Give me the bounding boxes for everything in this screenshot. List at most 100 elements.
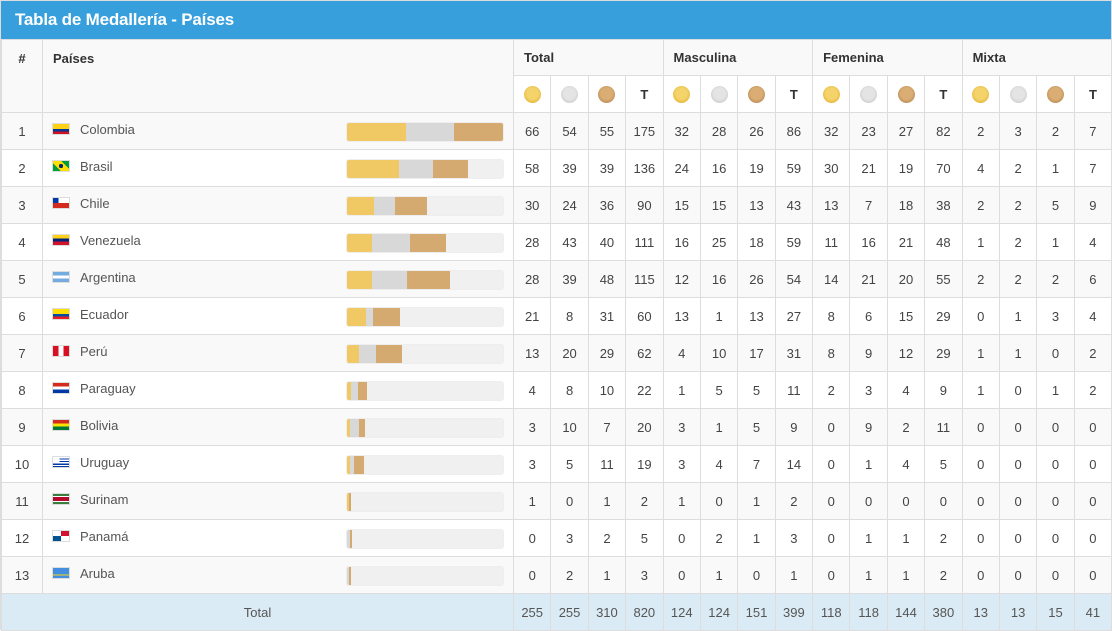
rank-cell: 7 <box>1 334 43 372</box>
femenina-gold-cell: 0 <box>812 445 851 483</box>
mixta-silver-cell: 3 <box>998 112 1038 150</box>
mixta-bronze-cell: 5 <box>1036 186 1075 224</box>
country-cell: Perú <box>42 334 514 372</box>
femenina-silver-cell: 9 <box>849 408 888 446</box>
bar-segment-silver <box>350 381 358 400</box>
bronze-medal-icon <box>1047 85 1065 103</box>
table-row[interactable]: 6 Ecuador 21 8 31 60 13 1 13 27 8 6 15 29 0 1 3 4 <box>1 297 1112 335</box>
table-row[interactable]: 8 Paraguay 4 8 10 22 1 5 5 11 2 3 4 9 1 0 1 2 <box>1 371 1112 409</box>
medal-distribution-bar <box>346 528 504 549</box>
rank-cell: 13 <box>1 556 43 594</box>
mixta-total-cell: 2 <box>1073 334 1112 372</box>
medal-distribution-bar <box>346 380 504 401</box>
total-total-cell: 90 <box>625 186 664 224</box>
table-row[interactable]: 5 Argentina 28 39 48 115 12 16 26 54 14 21 20 55 2 2 2 6 <box>1 260 1112 298</box>
masculina-total-cell: 9 <box>774 408 814 446</box>
header-total-gold <box>512 75 552 113</box>
country-name[interactable]: Argentina <box>80 269 136 285</box>
flag-brasil-icon <box>52 160 70 173</box>
table-row[interactable]: 12 Panamá 0 3 2 5 0 2 1 3 0 1 1 2 0 0 0 0 <box>1 519 1112 557</box>
country-name[interactable]: Brasil <box>80 158 113 174</box>
country-name[interactable]: Uruguay <box>80 454 130 470</box>
masculina-silver-cell: 16 <box>699 149 739 187</box>
femenina-bronze-cell: 18 <box>886 186 926 224</box>
table-row[interactable]: 3 Chile 30 24 36 90 15 15 13 43 13 7 18 38 2 2 5 9 <box>1 186 1112 224</box>
country-cell: Aruba <box>42 556 514 594</box>
flag-paraguay-icon <box>52 382 70 395</box>
footer-femenina-silver: 118 <box>849 593 888 631</box>
table-row[interactable]: 2 Brasil 58 39 39 136 24 16 19 59 30 21 19 70 4 2 1 7 <box>1 149 1112 187</box>
medal-distribution-bar <box>346 454 504 475</box>
flag-argentina-icon <box>52 271 70 284</box>
country-name[interactable]: Chile <box>80 195 110 211</box>
country-name[interactable]: Paraguay <box>80 380 136 396</box>
header-femenina-gold <box>812 75 851 113</box>
bar-segment-gold <box>347 122 406 141</box>
rank-cell: 5 <box>1 260 43 298</box>
mixta-bronze-cell: 0 <box>1036 482 1075 520</box>
mixta-gold-cell: 0 <box>961 297 1000 335</box>
total-bronze-cell: 1 <box>587 556 627 594</box>
total-bronze-cell: 2 <box>587 519 627 557</box>
bar-segment-bronze <box>349 566 351 585</box>
table-row[interactable]: 11 Surinam 1 0 1 2 1 0 1 2 0 0 0 0 0 0 0 0 <box>1 482 1112 520</box>
header-mixta-gold <box>961 75 1000 113</box>
header-rank: # <box>1 39 43 113</box>
table-row[interactable]: 4 Venezuela 28 43 40 111 16 25 18 59 11 16 21 48 1 2 1 4 <box>1 223 1112 261</box>
femenina-bronze-cell: 4 <box>886 371 926 409</box>
bar-segment-bronze <box>376 344 403 363</box>
mixta-gold-cell: 2 <box>961 260 1000 298</box>
country-cell: Paraguay <box>42 371 514 409</box>
rank-cell: 4 <box>1 223 43 261</box>
femenina-silver-cell: 3 <box>849 371 888 409</box>
country-name[interactable]: Bolivia <box>80 417 119 433</box>
country-name[interactable]: Perú <box>80 343 108 359</box>
country-name[interactable]: Aruba <box>80 565 115 581</box>
country-name[interactable]: Colombia <box>80 121 135 137</box>
total-total-cell: 111 <box>625 223 664 261</box>
total-gold-cell: 3 <box>512 408 552 446</box>
femenina-total-cell: 0 <box>924 482 963 520</box>
femenina-bronze-cell: 1 <box>886 519 926 557</box>
rank-cell: 6 <box>1 297 43 335</box>
country-name[interactable]: Panamá <box>80 528 129 544</box>
table-row[interactable]: 9 Bolivia 3 10 7 20 3 1 5 9 0 9 2 11 0 0 0 0 <box>1 408 1112 446</box>
table-row[interactable]: 10 Uruguay 3 5 11 19 3 4 7 14 0 1 4 5 0 0 0 0 <box>1 445 1112 483</box>
mixta-total-cell: 0 <box>1073 445 1112 483</box>
gold-medal-icon <box>822 85 840 103</box>
masculina-bronze-cell: 1 <box>737 519 776 557</box>
femenina-total-cell: 70 <box>924 149 963 187</box>
flag-bolivia-icon <box>52 419 70 432</box>
medal-distribution-bar <box>346 269 504 290</box>
bar-segment-bronze <box>453 122 503 141</box>
total-total-cell: 2 <box>625 482 664 520</box>
masculina-total-cell: 31 <box>774 334 814 372</box>
femenina-gold-cell: 14 <box>812 260 851 298</box>
mixta-gold-cell: 1 <box>961 371 1000 409</box>
medal-distribution-bar <box>346 121 504 142</box>
total-bronze-cell: 40 <box>587 223 627 261</box>
header-group-mixta: Mixta <box>961 39 1112 76</box>
bar-segment-gold <box>347 492 349 511</box>
table-row[interactable]: 1 Colombia 66 54 55 175 32 28 26 86 32 23 27 82 2 3 2 7 <box>1 112 1112 150</box>
table-row[interactable]: 7 Perú 13 20 29 62 4 10 17 31 8 9 12 29 1 1 0 2 <box>1 334 1112 372</box>
header-total-silver <box>550 75 589 113</box>
mixta-gold-cell: 0 <box>961 482 1000 520</box>
table-row[interactable]: 13 Aruba 0 2 1 3 0 1 0 1 0 1 1 2 0 0 0 0 <box>1 556 1112 594</box>
country-name[interactable]: Venezuela <box>80 232 141 248</box>
masculina-silver-cell: 15 <box>699 186 739 224</box>
masculina-silver-cell: 1 <box>699 297 739 335</box>
total-silver-cell: 3 <box>550 519 589 557</box>
bar-segment-bronze <box>354 455 364 474</box>
masculina-silver-cell: 5 <box>699 371 739 409</box>
bar-segment-silver <box>371 233 411 252</box>
femenina-total-cell: 82 <box>924 112 963 150</box>
femenina-total-cell: 48 <box>924 223 963 261</box>
bar-segment-silver <box>349 418 359 437</box>
country-name[interactable]: Ecuador <box>80 306 129 322</box>
bar-segment-gold <box>347 196 374 215</box>
total-total-cell: 20 <box>625 408 664 446</box>
masculina-bronze-cell: 13 <box>737 186 776 224</box>
country-name[interactable]: Surinam <box>80 491 129 507</box>
